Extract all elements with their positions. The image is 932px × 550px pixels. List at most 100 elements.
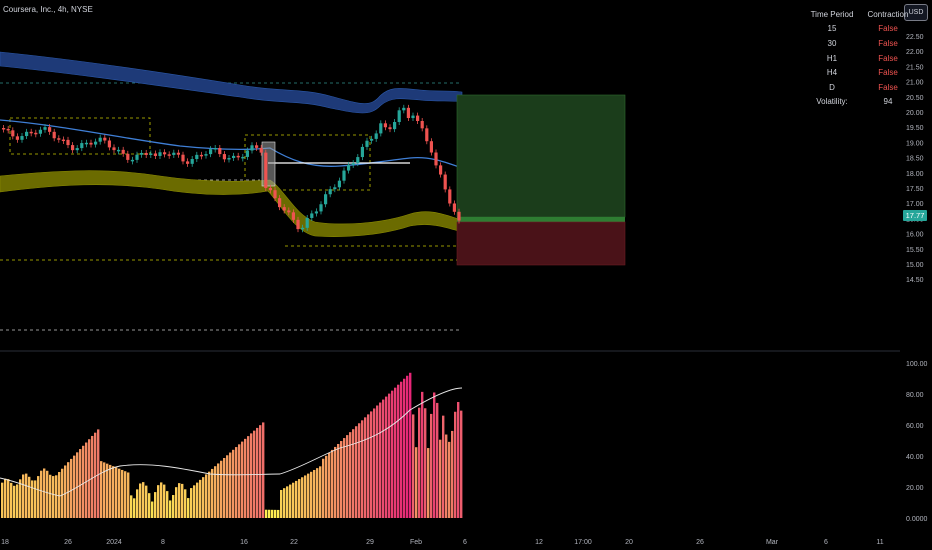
histogram-bar — [178, 483, 181, 518]
histogram-bar — [244, 438, 247, 518]
volatility-value: 94 — [883, 97, 893, 107]
range-box-1 — [9, 117, 151, 155]
price-axis-label: 21.50 — [906, 64, 924, 71]
candle-body — [351, 163, 355, 165]
upper-keltner-band — [0, 51, 463, 114]
histogram-bar — [358, 423, 361, 518]
entry-line — [457, 217, 625, 222]
histogram-bar — [130, 495, 133, 518]
histogram-bar — [445, 434, 448, 518]
histogram-bar — [313, 469, 316, 518]
histogram-bar — [127, 472, 130, 518]
histogram-bar — [16, 484, 19, 518]
histogram-bar — [391, 390, 394, 518]
histogram-bar — [457, 402, 460, 518]
candle-body — [144, 152, 148, 155]
histogram-bar — [49, 474, 52, 518]
histogram-bar — [289, 484, 292, 518]
candle-body — [273, 190, 277, 199]
candle-body — [232, 155, 236, 159]
candle-body — [34, 132, 38, 135]
table-row-value: False — [878, 53, 898, 63]
histogram-bar — [388, 393, 391, 518]
histogram-bar — [124, 471, 127, 518]
candle-body — [402, 107, 406, 111]
candle-body — [89, 142, 93, 145]
histogram-bar — [181, 483, 184, 518]
candle-body — [282, 207, 286, 211]
histogram-bar — [70, 458, 73, 518]
table-row-value: False — [878, 68, 898, 78]
candle-body — [342, 170, 346, 181]
histogram-bar — [4, 478, 7, 518]
histogram-bar — [190, 488, 193, 518]
histogram-bar — [397, 384, 400, 518]
histogram-bar — [352, 429, 355, 518]
candle-body — [305, 217, 309, 228]
candle-body — [287, 210, 291, 213]
candle-body — [259, 147, 263, 153]
histogram-bar — [55, 475, 58, 518]
histogram-bar — [199, 479, 202, 518]
histogram-bar — [286, 486, 289, 518]
histogram-bar — [382, 399, 385, 518]
candle-body — [112, 147, 116, 151]
histogram-bar — [67, 462, 70, 518]
histogram-bar — [52, 476, 55, 518]
histogram-bar — [139, 483, 142, 518]
time-axis-label: 11 — [876, 539, 883, 546]
time-axis-label: 20 — [625, 539, 633, 546]
candle-body — [190, 159, 194, 164]
histogram-bar — [274, 509, 277, 518]
contraction-table: Time Period Contraction 15 False 30 False … — [804, 7, 916, 109]
candle-body — [291, 212, 295, 220]
price-axis-label: 14.50 — [906, 277, 924, 284]
histogram-bar — [103, 462, 106, 518]
histogram-bar — [403, 378, 406, 518]
candle-body — [347, 164, 351, 171]
candle-body — [324, 194, 328, 205]
histogram-bar — [196, 482, 199, 518]
time-axis-label: 2024 — [106, 539, 122, 546]
candle-body — [236, 155, 240, 158]
histogram-bar — [10, 482, 13, 518]
candle-body — [172, 152, 176, 155]
candle-body — [452, 203, 456, 212]
candle-body — [443, 174, 447, 190]
time-axis-label: 18 — [1, 539, 9, 546]
histogram-bar — [439, 439, 442, 518]
candle-body — [163, 152, 167, 155]
histogram-bar — [367, 414, 370, 518]
histogram-bar — [415, 447, 418, 518]
histogram-bar — [283, 488, 286, 518]
histogram-bar — [241, 441, 244, 518]
candle-body — [301, 227, 305, 230]
candle-body — [245, 150, 249, 157]
currency-button[interactable]: USD — [904, 4, 928, 21]
price-axis-label: 22.50 — [906, 34, 924, 41]
candle-body — [103, 137, 107, 141]
histogram-bar — [97, 429, 100, 518]
candle-body — [11, 130, 15, 137]
moving-average-line — [0, 119, 463, 169]
table-row-period: H4 — [826, 68, 838, 78]
histogram-bar — [151, 501, 154, 518]
candle-body — [383, 123, 387, 128]
table-row-period: H1 — [826, 53, 838, 63]
histogram-bar — [310, 471, 313, 518]
chart-title: Coursera, Inc., 4h, NYSE — [3, 5, 93, 14]
histogram-bar — [1, 482, 4, 518]
histogram-bar — [298, 479, 301, 518]
histogram-bar — [385, 396, 388, 518]
candle-body — [425, 128, 429, 142]
price-axis-label: 15.00 — [906, 262, 924, 269]
histogram-bar — [262, 422, 265, 518]
candle-body — [153, 153, 157, 156]
candle-body — [204, 154, 208, 156]
histogram-bar — [337, 443, 340, 518]
histogram-bar — [256, 427, 259, 518]
histogram-bar — [226, 455, 229, 518]
candle-body — [43, 127, 47, 130]
histogram-bar — [40, 470, 43, 518]
